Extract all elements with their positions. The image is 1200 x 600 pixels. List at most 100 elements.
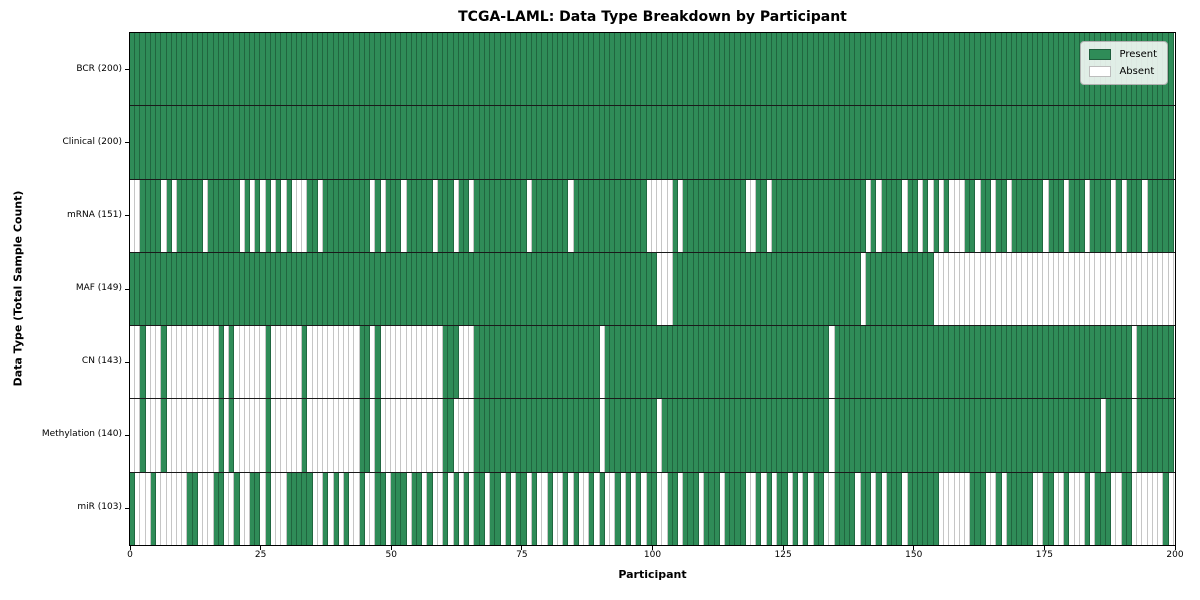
cell-CN-88	[589, 326, 595, 399]
cell-MAF-62	[453, 252, 459, 326]
cell-Clinical-31	[291, 106, 297, 179]
cell-CN-166	[996, 326, 1002, 399]
cell-miR-55	[417, 472, 423, 545]
cell-Methylation-119	[751, 399, 757, 472]
cell-mRNA-139	[855, 179, 861, 252]
cell-Clinical-30	[286, 106, 292, 179]
cell-mRNA-61	[448, 179, 454, 252]
cell-MAF-144	[881, 252, 887, 326]
cell-BCR-38	[328, 33, 334, 106]
cell-MAF-9	[176, 252, 183, 326]
cell-miR-71	[500, 472, 506, 545]
cell-MAF-63	[458, 252, 464, 326]
cell-BCR-35	[312, 33, 318, 106]
cell-CN-185	[1095, 326, 1101, 399]
cell-CN-85	[573, 326, 579, 399]
cell-mRNA-191	[1126, 179, 1132, 252]
cell-CN-102	[662, 326, 668, 399]
cell-mRNA-102	[662, 179, 668, 252]
chart-title: TCGA-LAML: Data Type Breakdown by Partic…	[458, 9, 847, 25]
cell-Clinical-36	[317, 106, 324, 179]
cell-Clinical-193	[1137, 106, 1143, 179]
cell-mRNA-107	[688, 179, 694, 252]
cell-BCR-26	[265, 33, 271, 106]
cell-mRNA-41	[343, 179, 350, 252]
cell-CN-79	[542, 326, 548, 399]
legend-swatch-present-icon	[1089, 49, 1112, 60]
cell-miR-0	[130, 472, 136, 545]
cell-CN-132	[818, 326, 825, 399]
cell-CN-93	[615, 326, 621, 399]
cell-CN-52	[401, 326, 407, 399]
cell-MAF-0	[130, 252, 136, 326]
cell-mRNA-170	[1017, 179, 1023, 252]
cell-CN-64	[464, 326, 470, 399]
cell-MAF-26	[265, 252, 271, 326]
cell-Methylation-189	[1116, 399, 1122, 472]
cell-Methylation-63	[458, 399, 464, 472]
cell-mRNA-1	[135, 179, 141, 252]
cell-CN-184	[1090, 326, 1096, 399]
cell-BCR-4	[150, 33, 157, 106]
cell-Clinical-24	[255, 106, 261, 179]
cell-miR-176	[1048, 472, 1054, 545]
cell-mRNA-43	[354, 179, 360, 252]
cell-BCR-162	[975, 33, 981, 106]
cell-mRNA-24	[255, 179, 261, 252]
cell-BCR-84	[568, 33, 574, 106]
cell-miR-59	[437, 472, 444, 545]
cell-mRNA-81	[552, 179, 558, 252]
cell-CN-13	[197, 326, 204, 399]
cell-CN-41	[343, 326, 350, 399]
cell-Clinical-85	[573, 106, 579, 179]
cell-CN-147	[897, 326, 903, 399]
cell-Methylation-162	[975, 399, 981, 472]
cell-mRNA-86	[578, 179, 585, 252]
cell-CN-195	[1147, 326, 1153, 399]
cell-miR-199	[1168, 472, 1174, 545]
cell-miR-118	[745, 472, 752, 545]
cell-MAF-11	[187, 252, 193, 326]
cell-miR-151	[918, 472, 924, 545]
cell-BCR-78	[537, 33, 543, 106]
cell-miR-45	[364, 472, 371, 545]
cell-miR-10	[182, 472, 188, 545]
cell-miR-96	[631, 472, 637, 545]
cell-CN-159	[959, 326, 965, 399]
cell-BCR-139	[855, 33, 861, 106]
cell-MAF-1	[135, 252, 141, 326]
cell-MAF-79	[542, 252, 548, 326]
cell-BCR-81	[552, 33, 558, 106]
cell-miR-136	[839, 472, 845, 545]
cell-MAF-61	[448, 252, 454, 326]
cell-mRNA-20	[234, 179, 240, 252]
cell-BCR-149	[907, 33, 913, 106]
cell-MAF-173	[1032, 252, 1039, 326]
cell-CN-44	[359, 326, 365, 399]
cell-MAF-197	[1158, 252, 1164, 326]
cell-mRNA-78	[537, 179, 543, 252]
cell-BCR-53	[406, 33, 412, 106]
cell-MAF-54	[411, 252, 418, 326]
cell-MAF-130	[808, 252, 814, 326]
cell-Methylation-59	[437, 399, 444, 472]
cell-MAF-181	[1074, 252, 1080, 326]
cell-Methylation-136	[839, 399, 845, 472]
cell-Methylation-16	[213, 399, 219, 472]
cell-miR-98	[641, 472, 647, 545]
cell-BCR-34	[307, 33, 313, 106]
cell-mRNA-136	[839, 179, 845, 252]
cell-Methylation-150	[912, 399, 919, 472]
cell-mRNA-122	[766, 179, 772, 252]
cell-miR-12	[192, 472, 198, 545]
cell-Methylation-152	[923, 399, 929, 472]
cell-CN-130	[808, 326, 814, 399]
cell-Methylation-94	[620, 399, 626, 472]
cell-CN-61	[448, 326, 454, 399]
cell-miR-191	[1126, 472, 1132, 545]
cell-mRNA-114	[724, 179, 731, 252]
cell-mRNA-45	[364, 179, 371, 252]
cell-CN-178	[1058, 326, 1065, 399]
cell-BCR-31	[291, 33, 297, 106]
